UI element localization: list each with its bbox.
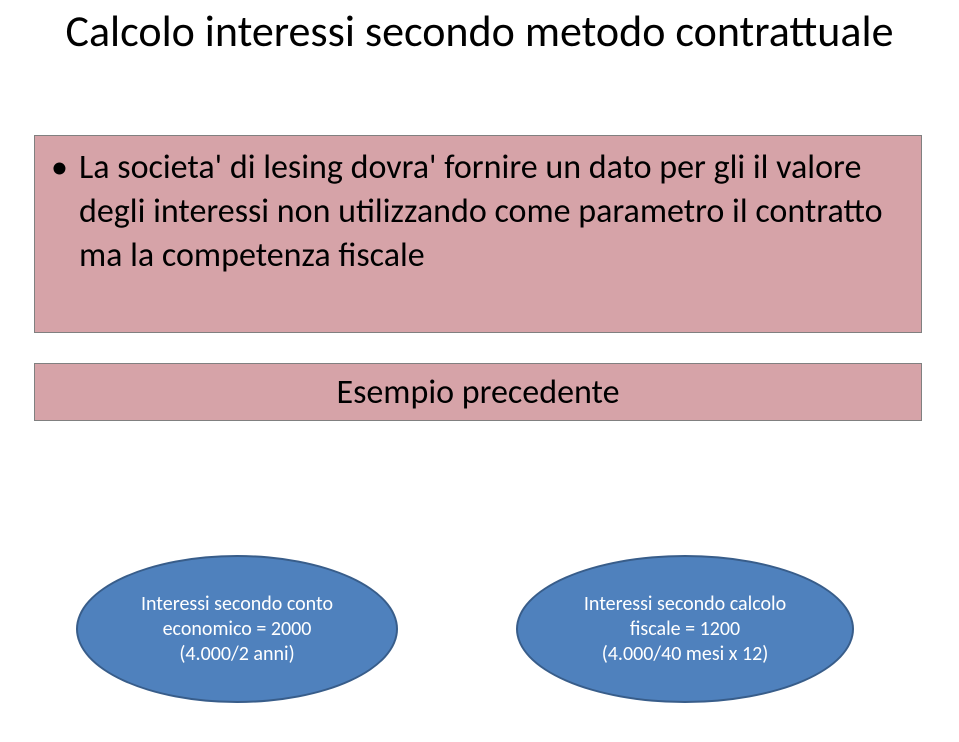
subtitle-box: Esempio precedente [34,363,922,421]
ellipse-right-line2: fiscale = 1200 [630,617,740,642]
ellipse-right-line1: Interessi secondo calcolo [584,592,786,617]
slide-title: Calcolo interessi secondo metodo contrat… [0,0,959,57]
bullet-box: • La societa' di lesing dovra' fornire u… [34,135,922,333]
bullet-marker: • [51,146,79,190]
slide: Calcolo interessi secondo metodo contrat… [0,0,959,742]
bullet-text: La societa' di lesing dovra' fornire un … [79,146,905,279]
ellipse-left-line2: economico = 2000 [163,617,312,642]
ellipse-left: Interessi secondo conto economico = 2000… [76,555,398,703]
bullet-line: • La societa' di lesing dovra' fornire u… [51,146,905,279]
ellipse-left-line3: (4.000/2 anni) [179,642,294,667]
ellipse-right: Interessi secondo calcolo fiscale = 1200… [516,555,854,703]
ellipse-right-line3: (4.000/40 mesi x 12) [602,642,769,667]
ellipse-left-line1: Interessi secondo conto [141,592,333,617]
subtitle-text: Esempio precedente [336,372,619,413]
